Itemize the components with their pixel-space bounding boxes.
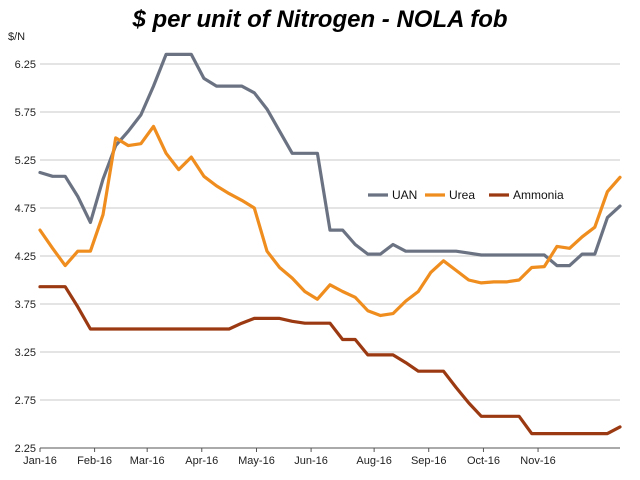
x-tick-label: Jun-16: [294, 455, 328, 467]
y-tick-label: 4.75: [15, 203, 36, 215]
x-tick-label: Mar-16: [130, 455, 165, 467]
y-axis-label: $/N: [8, 31, 25, 43]
y-tick-label: 4.25: [15, 251, 36, 263]
x-tick-label: Apr-16: [185, 455, 218, 467]
x-tick-label: Aug-16: [356, 455, 391, 467]
legend-label-uan: UAN: [392, 188, 417, 202]
series-lines: [38, 52, 622, 436]
series-line-uan: [38, 52, 622, 268]
y-tick-label: 2.25: [15, 443, 36, 455]
series-line-urea: [38, 124, 622, 318]
x-tick-label: Feb-16: [77, 455, 112, 467]
x-tick-label: Sep-16: [411, 455, 446, 467]
legend-label-urea: Urea: [449, 188, 475, 202]
legend-label-ammonia: Ammonia: [513, 188, 564, 202]
x-tick-label: Oct-16: [467, 455, 500, 467]
x-tick-label: May-16: [238, 455, 275, 467]
y-tick-label: 3.75: [15, 299, 36, 311]
y-tick-label: 2.75: [15, 395, 36, 407]
x-tick-label: Jan-16: [23, 455, 57, 467]
y-tick-label: 6.25: [15, 59, 36, 71]
series-line-ammonia: [38, 285, 622, 436]
gridlines: [40, 63, 620, 401]
chart-title: $ per unit of Nitrogen - NOLA fob: [132, 6, 508, 33]
legend: UAN Urea Ammonia: [368, 188, 564, 202]
y-tick-label: 5.25: [15, 155, 36, 167]
y-tick-label: 5.75: [15, 107, 36, 119]
axes: 2.25 2.75 3.25 3.75 4.25 4.75 5.25 5.75 6.25 Jan-…: [15, 59, 620, 467]
y-tick-label: 3.25: [15, 347, 36, 359]
x-tick-label: Nov-16: [520, 455, 555, 467]
